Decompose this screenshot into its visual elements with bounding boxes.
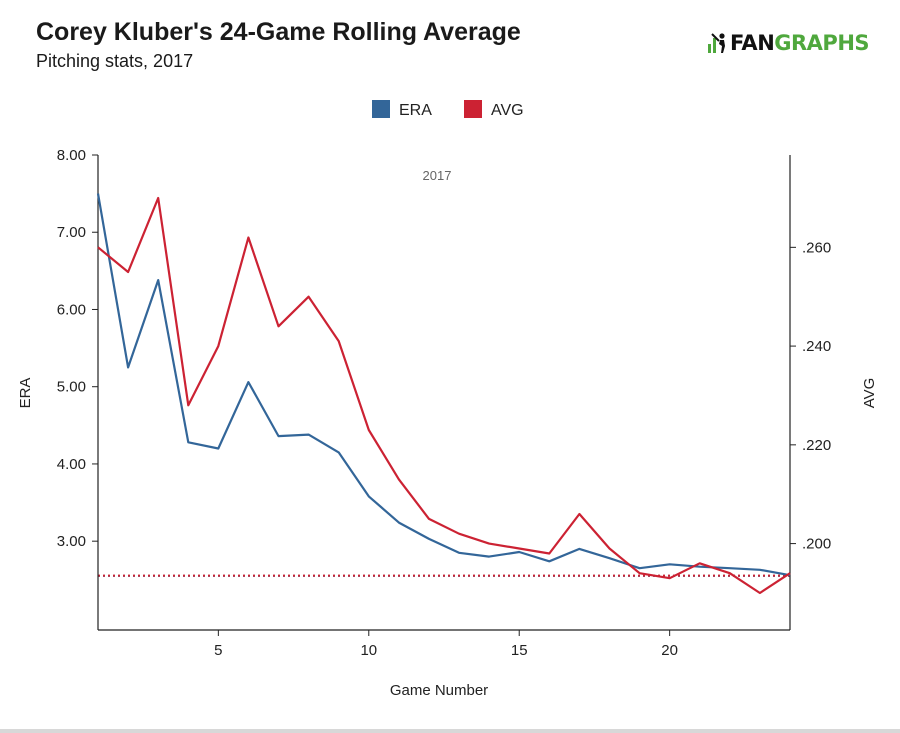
year-annotation: 2017 — [423, 168, 452, 183]
chart-subtitle: Pitching stats, 2017 — [36, 51, 194, 71]
x-tick-label: 15 — [511, 642, 528, 659]
x-tick-label: 10 — [360, 642, 377, 659]
y-tick-label-left: 5.00 — [57, 379, 86, 396]
legend: ERA AVG — [372, 100, 524, 119]
y-tick-label-right: .200 — [802, 536, 831, 553]
fangraphs-logo: FAN GRAPHS — [707, 31, 870, 55]
y-tick-label-left: 6.00 — [57, 301, 86, 318]
y-tick-label-right: .220 — [802, 437, 831, 454]
series-line-era — [96, 193, 791, 577]
y-tick-label-right: .240 — [802, 338, 831, 355]
logo-text-fan: FAN — [730, 31, 775, 55]
axes — [92, 154, 796, 636]
y-tick-label-left: 4.00 — [57, 456, 86, 473]
x-tick-label: 20 — [661, 642, 678, 659]
y-tick-label-right: .260 — [802, 239, 831, 256]
legend-swatch-era — [372, 100, 390, 118]
y-tick-label-left: 7.00 — [57, 224, 86, 241]
y-tick-label-left: 3.00 — [57, 533, 86, 550]
legend-label-avg: AVG — [491, 102, 524, 119]
x-axis-title: Game Number — [390, 682, 488, 699]
y-axis-title-left: ERA — [17, 378, 34, 409]
series-lines — [96, 193, 791, 595]
chart-title: Corey Kluber's 24-Game Rolling Average — [36, 18, 521, 46]
y-axis-title-right: AVG — [861, 378, 878, 409]
logo-text-graphs: GRAPHS — [774, 31, 870, 55]
x-tick-label: 5 — [214, 642, 222, 659]
tick-labels: 3.00 4.00 5.00 6.00 7.00 8.00 .200 .220 .240 .260… — [57, 147, 831, 659]
legend-swatch-avg — [464, 100, 482, 118]
series-line-avg — [97, 196, 791, 595]
y-tick-label-left: 8.00 — [57, 147, 86, 164]
batter-icon — [708, 33, 725, 53]
bottom-divider — [0, 729, 900, 733]
legend-label-era: ERA — [399, 102, 432, 119]
